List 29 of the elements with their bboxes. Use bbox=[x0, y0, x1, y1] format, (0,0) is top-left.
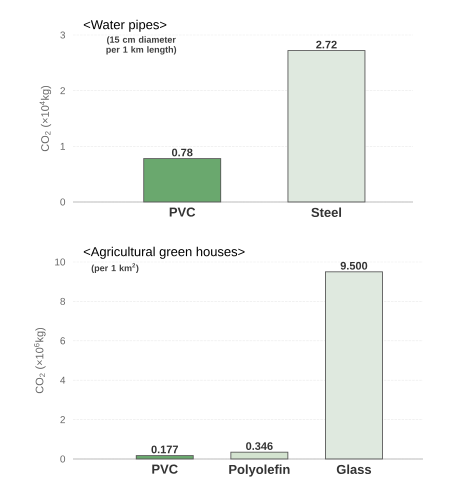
x-tick-label: PVC bbox=[152, 464, 178, 474]
y-tick-label: 2 bbox=[60, 416, 65, 424]
data-label: 0.177 bbox=[151, 446, 178, 454]
y-tick-label: 2 bbox=[60, 87, 65, 94]
y-tick-label: 6 bbox=[60, 337, 66, 344]
chart-title: <Water pipes> bbox=[84, 20, 166, 32]
chart-subtitle: (per 1 km$^{2}$) bbox=[92, 263, 138, 274]
data-label: 9.500 bbox=[340, 262, 368, 270]
y-tick-label: 0 bbox=[60, 198, 66, 206]
data-label: 0.78 bbox=[172, 148, 193, 156]
y-tick-label: 8 bbox=[60, 298, 66, 305]
data-label: 2.72 bbox=[316, 40, 337, 48]
y-tick-label: 0 bbox=[60, 455, 66, 463]
y-axis-title: CO$_{2}$ (×10$^{4}$kg) bbox=[40, 86, 52, 152]
y-tick-label: 1 bbox=[60, 142, 65, 150]
y-tick-label: 3 bbox=[60, 31, 66, 39]
x-tick-label: Polyolefin bbox=[229, 464, 290, 477]
bar bbox=[136, 455, 194, 460]
y-axis-title: CO$_{2}$ (×10$^{6}$kg) bbox=[34, 328, 46, 394]
x-tick-label: Glass bbox=[336, 464, 372, 474]
y-tick-label: 10 bbox=[55, 258, 66, 266]
x-tick-label: PVC bbox=[170, 208, 196, 217]
data-label: 0.346 bbox=[246, 442, 273, 450]
y-tick-label: 4 bbox=[60, 376, 66, 384]
bar bbox=[230, 452, 288, 460]
text: (15 cm diameter per 1 km length) bbox=[106, 36, 176, 55]
bar bbox=[325, 271, 383, 460]
chart-title: <Agricultural green houses> bbox=[84, 246, 245, 259]
x-tick-label: Steel bbox=[311, 208, 342, 218]
